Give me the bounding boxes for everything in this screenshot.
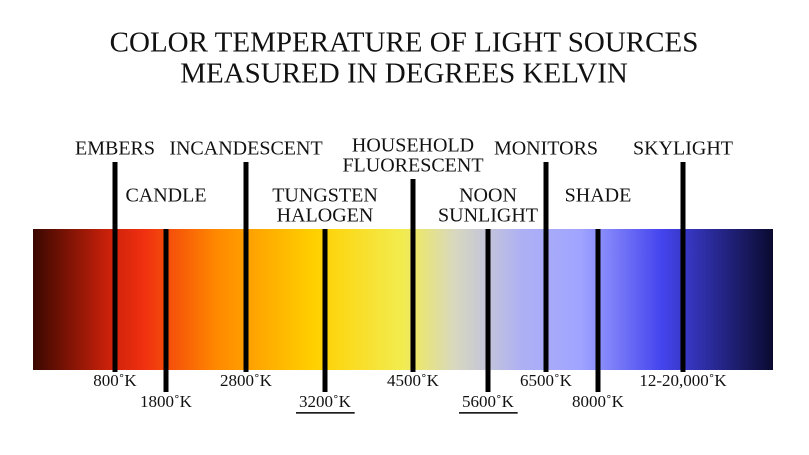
temperature-label: 1800˚K: [140, 392, 193, 411]
marker-label: NOON: [459, 185, 517, 207]
title-line: COLOR TEMPERATURE OF LIGHT SOURCES: [110, 27, 699, 59]
marker-label: FLUORESCENT: [342, 155, 483, 177]
markers: EMBERS 800˚K CANDLE 1800˚K INCANDESCENT 2800˚…: [75, 135, 733, 414]
temperature-label: 5600˚K: [462, 392, 515, 411]
temperature-label: 12-20,000˚K: [639, 371, 727, 390]
marker-label: SUNLIGHT: [438, 205, 538, 227]
marker-label: CANDLE: [125, 185, 206, 207]
temperature-label: 6500˚K: [520, 371, 573, 390]
color-spectrum: [33, 229, 773, 370]
title-line: MEASURED IN DEGREES KELVIN: [180, 58, 628, 90]
marker-label: INCANDESCENT: [169, 138, 322, 160]
marker-label: SKYLIGHT: [633, 138, 733, 160]
temperature-label: 2800˚K: [220, 371, 273, 390]
marker-label: EMBERS: [75, 138, 155, 160]
marker-label: HALOGEN: [277, 205, 374, 227]
marker-label: HOUSEHOLD: [352, 135, 474, 157]
marker-label: TUNGSTEN: [272, 185, 378, 207]
marker-label: SHADE: [565, 185, 632, 207]
temperature-label: 4500˚K: [387, 371, 440, 390]
temperature-label: 800˚K: [93, 371, 137, 390]
temperature-label: 8000˚K: [572, 392, 625, 411]
temperature-label: 3200˚K: [299, 392, 352, 411]
marker-label: MONITORS: [494, 138, 598, 160]
